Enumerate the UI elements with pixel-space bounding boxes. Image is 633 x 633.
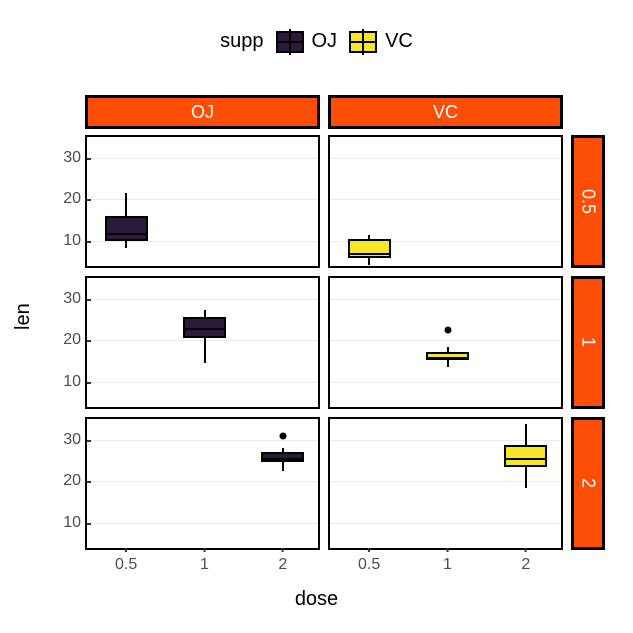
gridline [87,199,318,200]
x-tick-label: 2 [521,548,530,574]
panel-vc-0.5 [328,135,563,268]
panel-oj-1: 102030 [85,276,320,409]
strip-top-vc: VC [328,95,563,129]
plot-area: OJVC0.5121020301020301020300.5120.512 [85,95,605,565]
strip-right-1: 1 [571,276,605,409]
panel-oj-0.5: 102030 [85,135,320,268]
box [426,352,469,360]
gridline [330,382,561,383]
strip-top-oj: OJ [85,95,320,129]
box [348,239,391,258]
strip-right-0.5: 0.5 [571,135,605,268]
gridline [330,523,561,524]
x-tick-label: 1 [443,548,452,574]
legend-label-oj: OJ [312,30,338,53]
median-line [506,458,545,460]
box [504,445,547,467]
legend: supp OJ VC [0,30,633,53]
y-tick-label: 20 [63,190,87,208]
gridline [87,340,318,341]
y-tick-label: 10 [63,514,87,532]
y-tick-label: 20 [63,472,87,490]
gridline [330,158,561,159]
panel-vc-1 [328,276,563,409]
gridline [87,382,318,383]
gridline [87,299,318,300]
median-line [185,328,224,330]
y-tick-label: 20 [63,331,87,349]
gridline [330,199,561,200]
legend-key-vc: VC [349,30,413,53]
gridline [330,299,561,300]
y-tick-label: 10 [63,373,87,391]
x-tick-label: 1 [200,548,209,574]
panel-oj-2: 1020300.512 [85,417,320,550]
gridline [87,158,318,159]
gridline [87,523,318,524]
panel-vc-2: 0.512 [328,417,563,550]
gridline [87,440,318,441]
outlier-point [444,326,451,333]
legend-title: supp [220,30,263,53]
median-line [263,458,302,460]
median-line [350,253,389,255]
gridline [87,481,318,482]
x-tick-label: 0.5 [115,548,137,574]
y-tick-label: 30 [63,431,87,449]
gridline [87,241,318,242]
legend-label-vc: VC [385,30,413,53]
box [261,452,304,462]
x-tick-label: 2 [278,548,287,574]
x-tick-label: 0.5 [358,548,380,574]
y-axis-label: len [12,303,35,330]
y-tick-label: 10 [63,232,87,250]
median-line [428,357,467,359]
box [105,216,148,241]
y-tick-label: 30 [63,149,87,167]
median-line [107,233,146,235]
y-tick-label: 30 [63,290,87,308]
legend-swatch-oj [276,31,304,53]
box [183,317,226,339]
x-axis-label: dose [0,588,633,611]
outlier-point [279,433,286,440]
legend-key-oj: OJ [276,30,338,53]
strip-right-2: 2 [571,417,605,550]
legend-swatch-vc [349,31,377,53]
gridline [330,340,561,341]
